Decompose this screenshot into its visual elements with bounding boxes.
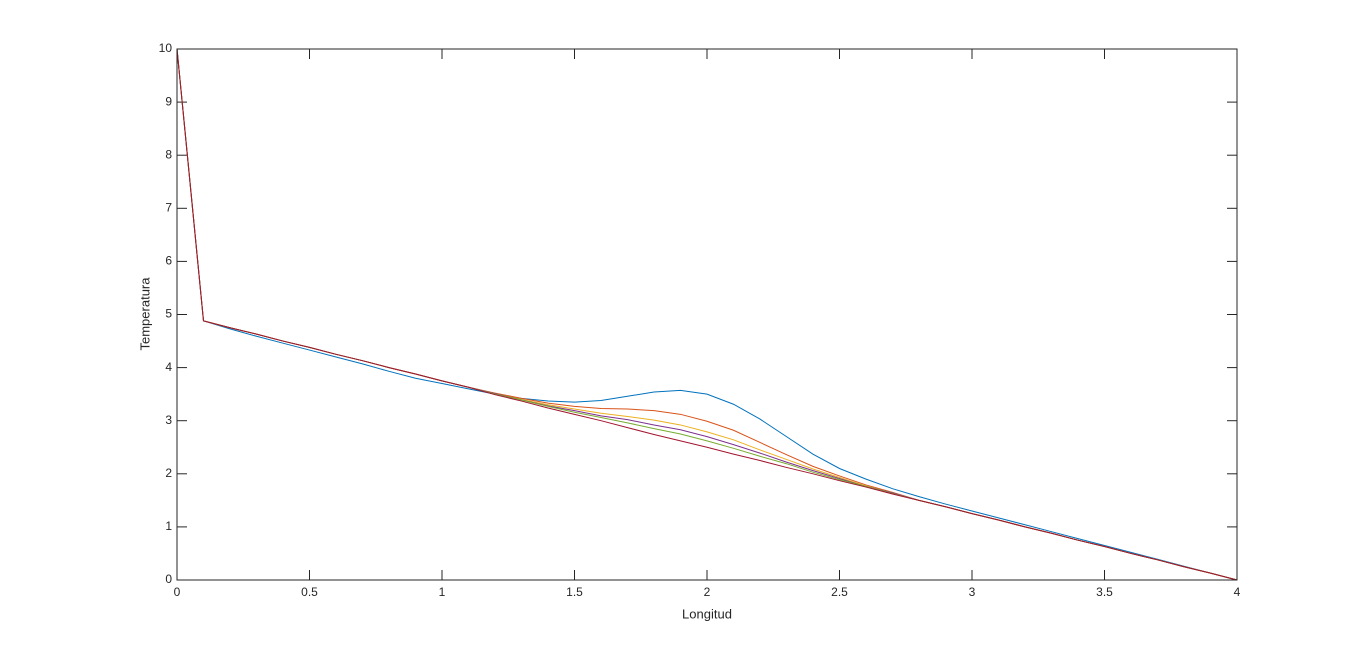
data-line — [176, 48, 1238, 581]
y-axis-label: Temperatura — [137, 277, 152, 351]
y-tick-label: 1 — [165, 519, 172, 533]
y-tick-label: 3 — [165, 413, 172, 427]
y-tick-label: 0 — [165, 572, 172, 586]
x-tick-label: 3.5 — [1096, 585, 1113, 599]
x-tick-label: 0.5 — [301, 585, 318, 599]
y-tick-label: 7 — [165, 200, 172, 214]
x-tick-label: 2 — [704, 585, 711, 599]
axes-box — [176, 48, 1238, 581]
y-tick-label: 5 — [165, 307, 172, 321]
data-line — [176, 48, 1238, 581]
y-tick-label: 8 — [165, 147, 172, 161]
x-tick-label: 3 — [969, 585, 976, 599]
x-tick-label: 2.5 — [831, 585, 848, 599]
x-axis-label: Longitud — [682, 606, 732, 621]
y-tick-label: 9 — [165, 94, 172, 108]
x-tick-label: 1 — [439, 585, 446, 599]
x-tick-label: 0 — [174, 585, 181, 599]
y-tick-label: 2 — [165, 466, 172, 480]
y-tick-label: 4 — [165, 360, 172, 374]
x-tick-label: 1.5 — [566, 585, 583, 599]
y-tick-label: 10 — [159, 41, 173, 55]
y-tick-label: 6 — [165, 254, 172, 268]
x-tick-label: 4 — [1234, 585, 1241, 599]
